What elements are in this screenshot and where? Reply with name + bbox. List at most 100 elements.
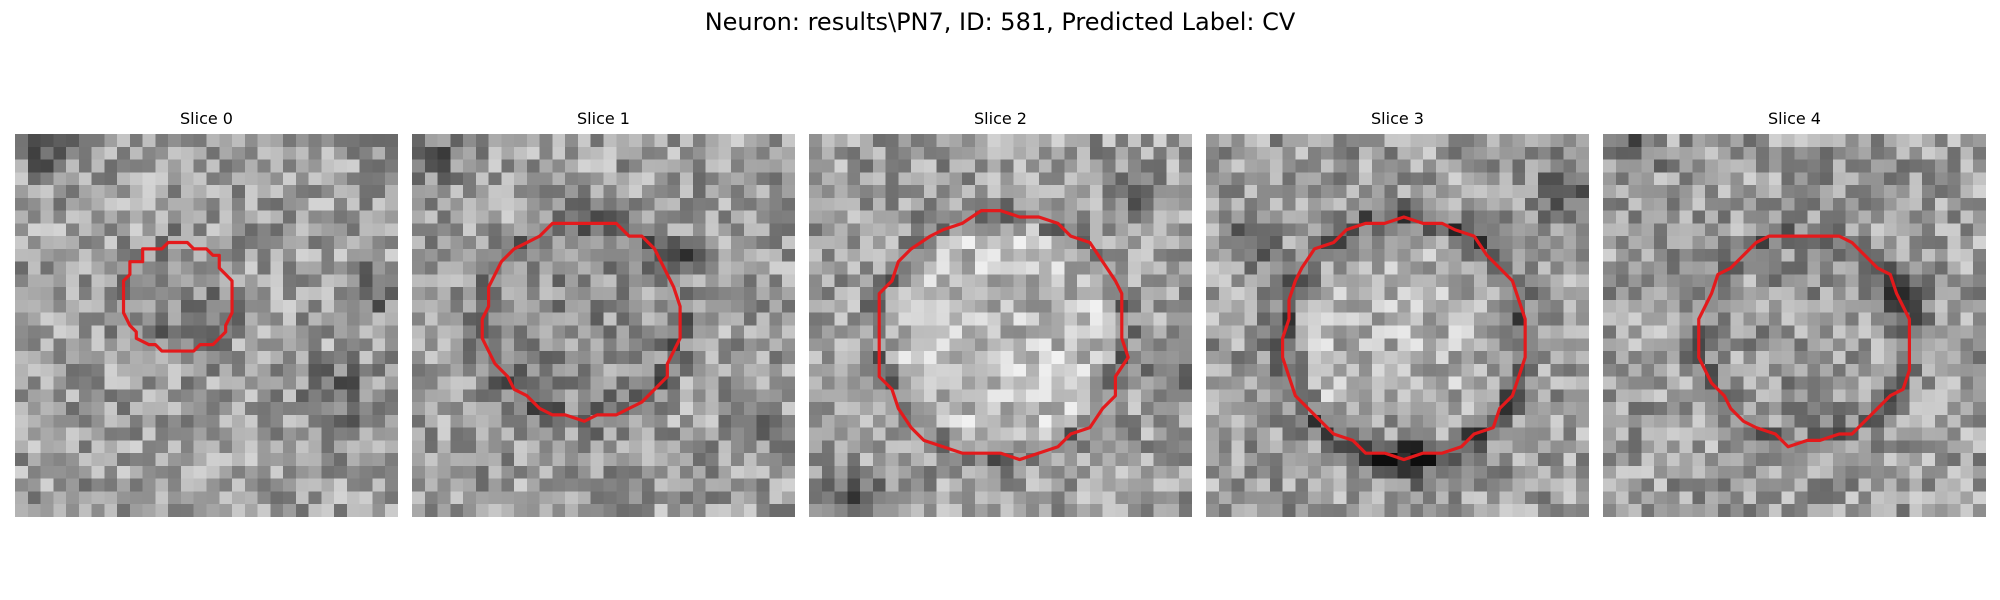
pixel: [962, 223, 976, 237]
pixel: [526, 299, 540, 313]
pixel: [1576, 312, 1589, 326]
pixel: [911, 402, 925, 416]
pixel: [1628, 236, 1642, 250]
pixel: [219, 287, 233, 301]
pixel: [577, 146, 591, 160]
pixel: [424, 414, 438, 428]
pixel: [769, 146, 783, 160]
pixel: [1051, 504, 1065, 517]
pixel: [756, 376, 770, 390]
pixel: [53, 287, 67, 301]
pixel: [1166, 185, 1180, 199]
pixel: [936, 248, 950, 262]
pixel: [334, 402, 348, 416]
pixel: [1064, 453, 1078, 467]
pixel: [1603, 299, 1617, 313]
pixel: [142, 504, 156, 517]
pixel: [885, 427, 899, 441]
pixel: [769, 427, 783, 441]
pixel: [412, 453, 426, 467]
pixel: [1410, 287, 1424, 301]
pixel: [526, 504, 540, 517]
pixel: [1218, 414, 1232, 428]
pixel: [1077, 287, 1091, 301]
pixel: [1883, 287, 1897, 301]
pixel: [987, 351, 1001, 365]
pixel: [1603, 504, 1617, 517]
pixel: [821, 172, 835, 186]
pixel: [629, 440, 643, 454]
pixel: [1947, 453, 1961, 467]
pixel: [1692, 223, 1706, 237]
pixel: [1218, 504, 1232, 517]
pixel: [936, 312, 950, 326]
pixel: [872, 478, 886, 492]
pixel: [1832, 491, 1846, 505]
pixel: [974, 414, 988, 428]
pixel: [219, 236, 233, 250]
pixel: [743, 274, 757, 288]
pixel: [1705, 453, 1719, 467]
pixel: [1397, 440, 1411, 454]
pixel: [1166, 146, 1180, 160]
pixel: [244, 159, 258, 173]
pixel: [782, 261, 795, 275]
pixel: [257, 261, 271, 275]
pixel: [40, 159, 54, 173]
pixel: [987, 223, 1001, 237]
pixel: [1474, 223, 1488, 237]
pixel: [577, 236, 591, 250]
pixel: [1615, 134, 1629, 148]
pixel: [1717, 312, 1731, 326]
pixel: [1140, 414, 1154, 428]
pixel: [590, 338, 604, 352]
pixel: [129, 414, 143, 428]
pixel: [1807, 402, 1821, 416]
pixel: [450, 465, 464, 479]
pixel: [283, 299, 297, 313]
pixel: [860, 402, 874, 416]
pixel: [1206, 440, 1220, 454]
pixel: [1973, 325, 1986, 339]
pixel: [1615, 146, 1629, 160]
pixel: [1947, 440, 1961, 454]
pixel: [1359, 478, 1373, 492]
pixel: [1000, 351, 1014, 365]
pixel: [321, 453, 335, 467]
pixel: [1128, 338, 1142, 352]
pixel: [756, 504, 770, 517]
pixel: [782, 414, 795, 428]
pixel: [1115, 197, 1129, 211]
pixel: [539, 363, 553, 377]
pixel: [769, 274, 783, 288]
pixel: [1371, 414, 1385, 428]
pixel: [346, 223, 360, 237]
pixel: [372, 427, 386, 441]
pixel: [1717, 223, 1731, 237]
pixel: [1320, 402, 1334, 416]
pixel: [412, 402, 426, 416]
pixel: [193, 146, 207, 160]
pixel: [1934, 287, 1948, 301]
pixel: [872, 197, 886, 211]
pixel: [1102, 440, 1116, 454]
pixel: [270, 197, 284, 211]
pixel: [539, 504, 553, 517]
pixel: [244, 465, 258, 479]
pixel: [15, 146, 29, 160]
pixel: [577, 376, 591, 390]
pixel: [1973, 453, 1986, 467]
pixel: [847, 134, 861, 148]
pixel: [1705, 146, 1719, 160]
pixel: [346, 312, 360, 326]
pixel: [1333, 504, 1347, 517]
pixel: [974, 223, 988, 237]
pixel: [180, 287, 194, 301]
pixel: [923, 351, 937, 365]
pixel: [616, 376, 630, 390]
pixel: [232, 223, 246, 237]
pixel: [731, 210, 745, 224]
pixel: [1474, 402, 1488, 416]
pixel: [1512, 134, 1526, 148]
pixel: [898, 172, 912, 186]
